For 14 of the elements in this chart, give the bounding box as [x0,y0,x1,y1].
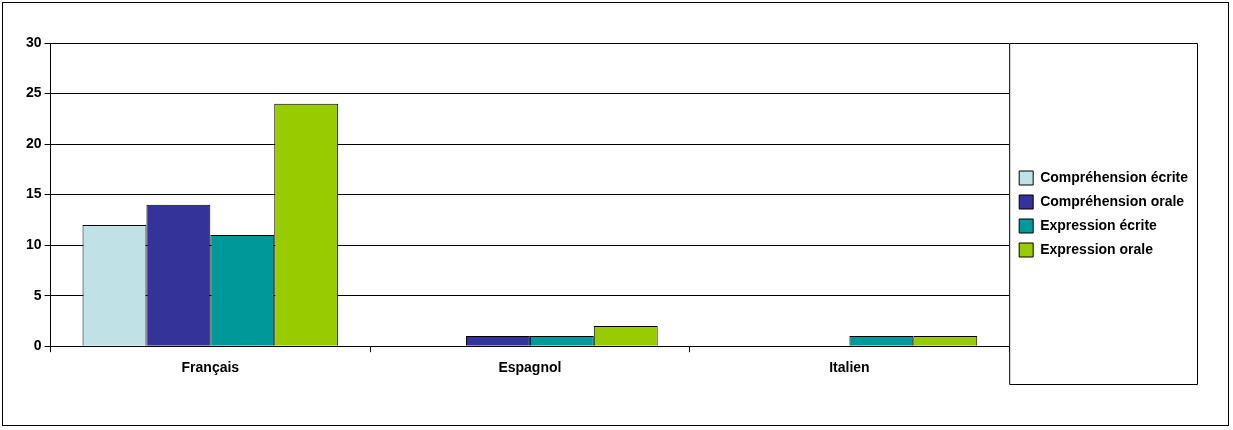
y-tick-label: 15 [25,185,42,202]
x-tick-label: Français [181,359,240,376]
y-tick-label: 0 [33,337,42,354]
legend-label: Compréhension écrite [1040,168,1189,185]
y-tick-label: 10 [25,235,42,252]
legend-label: Expression écrite [1040,216,1158,233]
legend-label: Expression orale [1040,240,1154,257]
legend-label: Compréhension orale [1040,192,1185,209]
y-tick-label: 20 [25,134,42,151]
y-tick-label: 5 [33,286,42,303]
y-tick-label: 25 [25,84,42,101]
x-tick-label: Italien [829,359,870,376]
x-tick-label: Espagnol [498,359,562,376]
y-tick-label: 30 [25,33,42,50]
